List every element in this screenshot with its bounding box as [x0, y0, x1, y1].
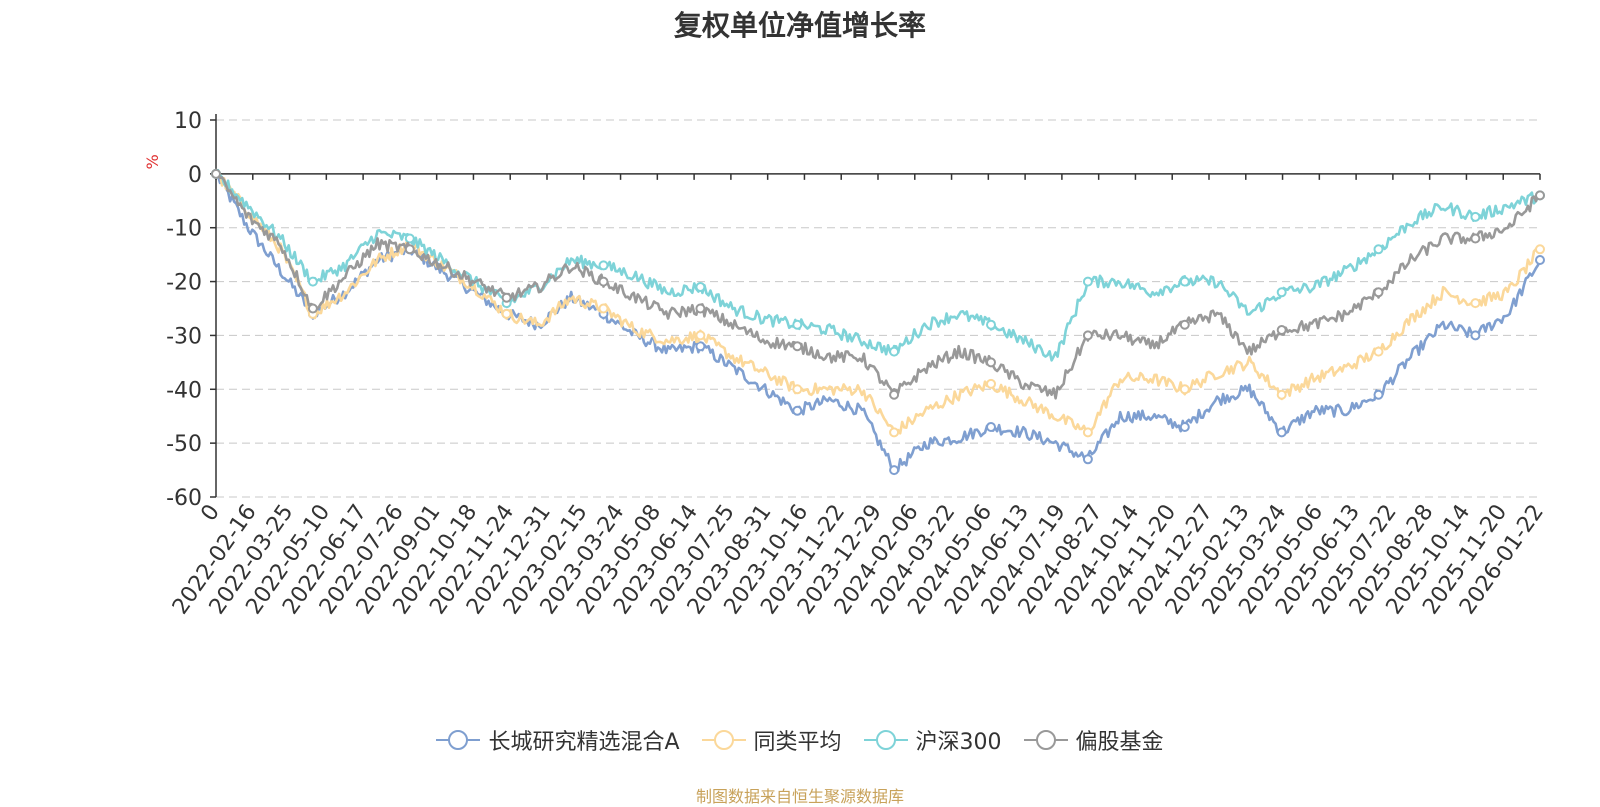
data-point [986, 422, 996, 432]
y-tick-label: -30 [166, 324, 202, 349]
data-point [1470, 233, 1481, 244]
data-point [598, 276, 609, 287]
series-line [215, 172, 1542, 475]
y-tick-label: -20 [166, 271, 202, 296]
data-point [1276, 427, 1287, 438]
data-point [1276, 325, 1287, 335]
data-point [1082, 427, 1093, 438]
data-point [1535, 255, 1545, 265]
legend-label-csi300: 沪深300 [915, 730, 1002, 755]
data-point [889, 427, 900, 438]
chart-title: 复权单位净值增长率 [673, 9, 926, 42]
legend-marker-csi300 [863, 730, 908, 750]
data-point [1082, 454, 1093, 465]
data-point [695, 341, 706, 352]
series-lines [211, 168, 1545, 476]
legend-label-equity-funds: 偏股基金 [1075, 730, 1164, 755]
data-point [695, 282, 706, 292]
x-origin-label: 0 [196, 500, 225, 526]
data-point [1373, 287, 1384, 298]
data-point [307, 276, 318, 287]
legend-item-fund[interactable]: 长城研究精选混合A [436, 724, 680, 756]
y-tick-label: 10 [174, 109, 202, 134]
data-point [211, 168, 221, 179]
data-point [598, 303, 609, 314]
data-point [889, 346, 900, 357]
data-point [1179, 384, 1190, 395]
data-point [1470, 330, 1481, 341]
data-point [986, 357, 996, 368]
legend-item-csi300[interactable]: 沪深300 [863, 724, 1002, 756]
data-point [695, 303, 706, 314]
data-point [792, 384, 803, 395]
y-tick-label: -60 [166, 486, 202, 511]
data-point [792, 405, 803, 416]
data-point [1373, 389, 1384, 400]
axis-labels: 100-10-20-30-40-50-60%02022-02-162022-03… [143, 109, 1549, 619]
y-tick-label: -10 [166, 217, 202, 242]
data-point [1470, 298, 1481, 309]
legend-label-peer-average: 同类平均 [753, 730, 842, 755]
data-point [1276, 287, 1287, 298]
y-tick-label: -40 [166, 378, 202, 403]
data-point [404, 244, 415, 255]
legend: 长城研究精选混合A 同类平均 沪深300 偏股基金 [0, 724, 1600, 756]
data-point [1082, 276, 1093, 287]
data-point [1276, 389, 1287, 400]
axes [210, 114, 1541, 498]
legend-marker-peer-average [701, 730, 746, 750]
series-line [214, 173, 1541, 435]
data-point [1535, 244, 1545, 255]
data-point [1179, 319, 1190, 330]
data-point [1179, 276, 1190, 287]
legend-item-peer-average[interactable]: 同类平均 [701, 724, 842, 756]
data-point [598, 260, 609, 271]
data-point [986, 319, 996, 330]
legend-label-fund: 长城研究精选混合A [488, 730, 680, 755]
data-point [792, 341, 803, 352]
data-point [889, 465, 900, 476]
data-point [695, 330, 706, 341]
data-point [1082, 330, 1093, 341]
data-point [501, 292, 512, 303]
data-point [1535, 190, 1545, 201]
data-point [1470, 211, 1481, 222]
data-point [1179, 422, 1190, 432]
y-tick-label: 0 [188, 163, 202, 188]
data-point [986, 378, 996, 389]
source-note: 制图数据来自恒生聚源数据库 [695, 787, 904, 806]
data-point [404, 233, 415, 244]
legend-marker-fund [436, 730, 481, 750]
legend-item-equity-funds[interactable]: 偏股基金 [1023, 724, 1164, 756]
data-point [307, 303, 318, 314]
data-point [501, 308, 512, 319]
series-line [215, 172, 1541, 400]
data-point [1373, 244, 1384, 255]
data-point [792, 319, 803, 330]
legend-marker-equity-funds [1023, 730, 1068, 750]
y-tick-label: -50 [166, 432, 202, 457]
series-line [214, 168, 1541, 362]
data-point [1373, 346, 1384, 357]
y-axis-unit-label: % [143, 154, 162, 169]
data-point [889, 389, 900, 400]
